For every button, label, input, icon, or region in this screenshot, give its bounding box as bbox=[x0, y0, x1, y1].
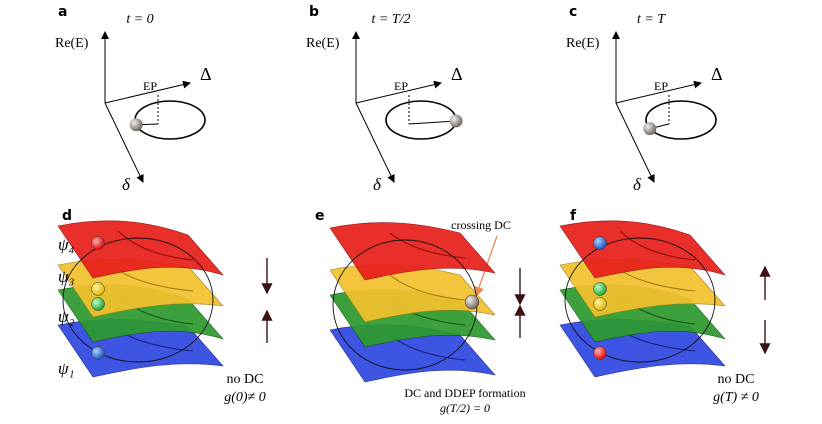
loop bbox=[645, 100, 717, 140]
axis bbox=[104, 102, 144, 183]
loop bbox=[385, 100, 457, 140]
panel-label: f bbox=[570, 208, 577, 224]
loop bbox=[134, 100, 206, 140]
state-ball bbox=[91, 297, 105, 311]
ball bbox=[464, 294, 480, 310]
fold bbox=[619, 230, 696, 261]
orbit bbox=[564, 237, 716, 363]
axis bbox=[104, 80, 191, 104]
surface bbox=[329, 222, 496, 281]
fold bbox=[117, 230, 194, 261]
ep-label: EP bbox=[394, 79, 408, 93]
callout: crossing DC bbox=[451, 218, 511, 232]
state-ball bbox=[91, 282, 105, 296]
note: no DC bbox=[718, 372, 755, 387]
overlay: ψ₄ ψ₃ ψ₂ ψ₁ bbox=[58, 235, 75, 378]
schematic-panel: a t = 0 Re(E) Δδ EP bbox=[55, 4, 212, 194]
axis-label: δ bbox=[122, 175, 131, 194]
fold bbox=[389, 232, 466, 259]
axis-label: Δ bbox=[200, 64, 212, 84]
surface bbox=[559, 220, 726, 279]
state-ball bbox=[593, 346, 607, 360]
axis-label: Re(E) bbox=[55, 36, 89, 51]
axis-label: δ bbox=[633, 175, 642, 194]
time-label: t = T/2 bbox=[371, 12, 410, 27]
radius bbox=[408, 120, 456, 125]
axis bbox=[355, 80, 442, 104]
orbit bbox=[62, 237, 214, 363]
state-ball bbox=[91, 346, 105, 360]
axis-label: Δ bbox=[711, 64, 723, 84]
top-row: a t = 0 Re(E) Δδ EP b t = T/2 Re(E) Δδ EP c t = T Re… bbox=[55, 4, 723, 194]
time-label: t = 0 bbox=[126, 12, 153, 27]
schematic-panel: b t = T/2 Re(E) Δδ EP bbox=[306, 4, 463, 194]
state-ball bbox=[593, 282, 607, 296]
condition: g(T/2) = 0 bbox=[440, 401, 490, 415]
axis-label: Re(E) bbox=[306, 36, 340, 51]
panel-label: c bbox=[569, 4, 577, 20]
condition: g(T) ≠ 0 bbox=[713, 390, 759, 405]
state-label: ψ₃ bbox=[58, 267, 75, 286]
time-label: t = T bbox=[637, 12, 666, 27]
state-ball bbox=[91, 236, 105, 250]
surfaces bbox=[57, 220, 771, 383]
state-label: ψ₂ bbox=[58, 307, 75, 326]
panel-label: e bbox=[315, 208, 325, 224]
axis bbox=[615, 80, 702, 104]
surface bbox=[57, 220, 224, 279]
fold bbox=[389, 274, 466, 301]
state-ball bbox=[593, 236, 607, 250]
panel-label: d bbox=[62, 208, 72, 224]
fold bbox=[619, 269, 696, 292]
state-label: ψ₄ bbox=[58, 235, 75, 254]
axis-label: Re(E) bbox=[566, 36, 600, 51]
ball bbox=[449, 114, 463, 128]
state-label: ψ₁ bbox=[58, 359, 74, 378]
ep-label: EP bbox=[654, 79, 668, 93]
note: DC and DDEP formation bbox=[404, 386, 525, 400]
ball bbox=[643, 122, 657, 136]
condition: g(0)≠ 0 bbox=[224, 390, 266, 405]
panel-label: a bbox=[58, 4, 67, 20]
bottom-row: d e crossing DC DC and DDEP formation g(… bbox=[62, 208, 759, 415]
ball bbox=[129, 118, 143, 132]
schematic-panel: c t = T Re(E) Δδ EP bbox=[566, 4, 723, 194]
note: no DC bbox=[227, 372, 264, 387]
axis bbox=[355, 102, 395, 183]
ep-label: EP bbox=[143, 79, 157, 93]
state-ball bbox=[593, 297, 607, 311]
axis-label: δ bbox=[373, 175, 382, 194]
axis-label: Δ bbox=[451, 64, 463, 84]
axis bbox=[615, 102, 655, 183]
panel-label: b bbox=[309, 4, 319, 20]
fold bbox=[117, 269, 194, 292]
